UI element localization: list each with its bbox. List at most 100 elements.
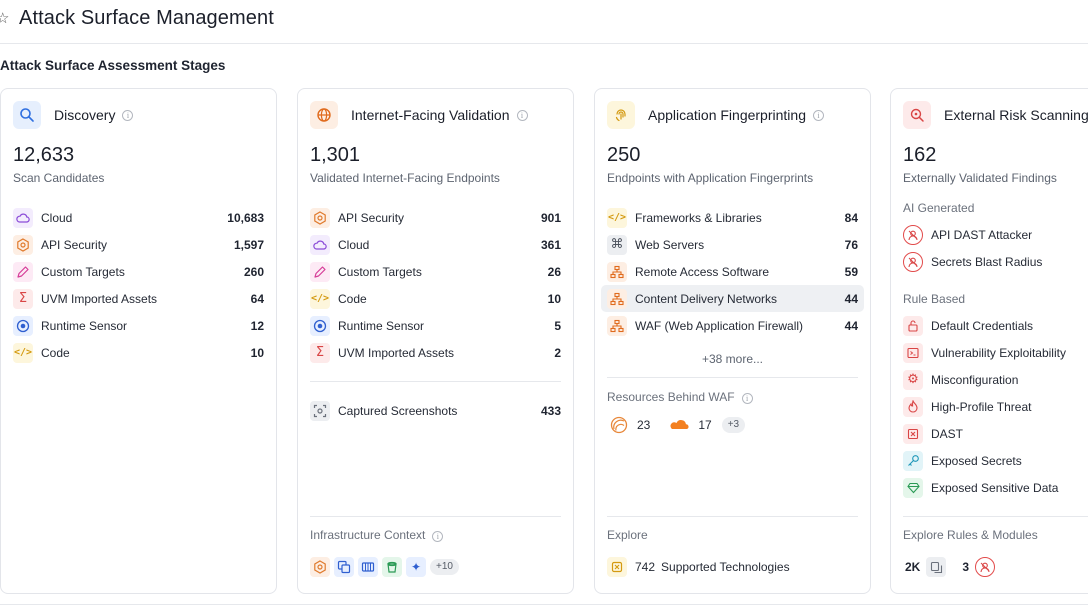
- list-item-cloud[interactable]: Cloud 361: [304, 231, 567, 258]
- list-item-code[interactable]: </> Code 10: [7, 339, 270, 366]
- list-item-api-security[interactable]: API Security 1,597: [7, 231, 270, 258]
- infrastructure-context-title: Infrastructure Context i: [310, 528, 444, 542]
- globe-icon: [310, 101, 338, 129]
- list-item-web-servers[interactable]: ⌘ Web Servers 76: [601, 231, 864, 258]
- card-header: Application Fingerprinting i: [607, 101, 824, 129]
- gem-icon: [903, 477, 923, 498]
- card-title: External Risk Scanning: [944, 107, 1088, 123]
- list-item-runtime-sensor[interactable]: Runtime Sensor 5: [304, 312, 567, 339]
- divider: [310, 516, 561, 517]
- list-item-custom-targets[interactable]: Custom Targets 260: [7, 258, 270, 285]
- discovery-card[interactable]: Discovery i 12,633 Scan Candidates Cloud…: [0, 88, 277, 594]
- list-item-api-dast-attacker[interactable]: API DAST Attacker: [897, 221, 1088, 248]
- sensor-icon: [13, 315, 33, 336]
- network-icon: [607, 288, 627, 309]
- ai-generated-list: API DAST Attacker Secrets Blast Radius: [897, 221, 1088, 275]
- validated-endpoints-count: 1,301: [310, 144, 361, 166]
- list-item-remote-access-software[interactable]: Remote Access Software 59: [601, 258, 864, 285]
- list-item-exposed-secrets[interactable]: Exposed Secrets: [897, 447, 1088, 474]
- search-icon: [13, 101, 41, 129]
- card-title: Discovery: [54, 107, 116, 123]
- network-icon: [607, 261, 627, 282]
- infrastructure-more-badge[interactable]: +10: [430, 559, 459, 575]
- rule-based-list: Default Credentials Vulnerability Exploi…: [897, 312, 1088, 501]
- list-item-secrets-blast-radius[interactable]: Secrets Blast Radius: [897, 248, 1088, 275]
- pencil-icon: [310, 261, 330, 282]
- info-icon[interactable]: i: [432, 531, 444, 542]
- fingerprinting-list: </> Frameworks & Libraries 84 ⌘ Web Serv…: [601, 204, 864, 339]
- page-title: Attack Surface Management: [19, 7, 274, 29]
- screenshots-list: Captured Screenshots 433: [304, 397, 567, 424]
- list-item-dast[interactable]: DAST: [897, 420, 1088, 447]
- list-item-captured-screenshots[interactable]: Captured Screenshots 433: [304, 397, 567, 424]
- code-icon: </>: [310, 288, 330, 309]
- ai-attacker-icon[interactable]: [975, 557, 996, 577]
- card-header: Discovery i: [13, 101, 134, 129]
- list-item-uvm-imported-assets[interactable]: Σ UVM Imported Assets 64: [7, 285, 270, 312]
- list-item-content-delivery-networks[interactable]: Content Delivery Networks 44: [601, 285, 864, 312]
- list-item-uvm-imported-assets[interactable]: Σ UVM Imported Assets 2: [304, 339, 567, 366]
- supported-technologies-link[interactable]: 742 Supported Technologies: [607, 557, 790, 577]
- ai-attacker-icon: [903, 224, 923, 245]
- star-icon[interactable]: ☆: [0, 10, 10, 27]
- list-item-vulnerability-exploitability[interactable]: Vulnerability Exploitability: [897, 339, 1088, 366]
- bottom-divider: [0, 604, 1088, 605]
- info-icon[interactable]: i: [122, 109, 134, 121]
- waf-more-badge[interactable]: +3: [721, 417, 746, 433]
- cloudflare-count: 17: [698, 418, 712, 432]
- dast-icon: [903, 423, 923, 444]
- rule-based-title: Rule Based: [903, 292, 966, 306]
- command-icon: ⌘: [607, 234, 627, 255]
- tech-grid-icon: [607, 557, 627, 577]
- network-icon: [607, 315, 627, 336]
- lock-icon: [903, 315, 923, 336]
- list-item-high-profile-threat[interactable]: High-Profile Threat: [897, 393, 1088, 420]
- info-icon[interactable]: i: [741, 393, 753, 404]
- cloudflare-icon[interactable]: [670, 418, 690, 432]
- list-item-frameworks-libraries[interactable]: </> Frameworks & Libraries 84: [601, 204, 864, 231]
- key-icon: [903, 450, 923, 471]
- server-rack-icon[interactable]: [358, 557, 378, 577]
- card-title: Application Fingerprinting: [648, 107, 806, 123]
- page-header: ☆ Attack Surface Management: [0, 0, 1088, 44]
- list-item-default-credentials[interactable]: Default Credentials: [897, 312, 1088, 339]
- flame-icon: [903, 396, 923, 417]
- list-item-exposed-sensitive-data[interactable]: Exposed Sensitive Data: [897, 474, 1088, 501]
- list-item-api-security[interactable]: API Security 901: [304, 204, 567, 231]
- waf-provider-count: 23: [637, 418, 651, 432]
- modules-count: 3: [962, 560, 970, 574]
- api-gear-icon[interactable]: [310, 557, 330, 577]
- fingerprinting-card[interactable]: Application Fingerprinting i 250 Endpoin…: [594, 88, 871, 594]
- ai-generated-title: AI Generated: [903, 201, 975, 215]
- section-title: Attack Surface Assessment Stages: [0, 58, 226, 73]
- list-item-waf[interactable]: WAF (Web Application Firewall) 44: [601, 312, 864, 339]
- cloud-icon: [13, 207, 33, 228]
- list-item-code[interactable]: </> Code 10: [304, 285, 567, 312]
- card-subtitle: Validated Internet-Facing Endpoints: [310, 171, 500, 185]
- scan-candidates-count: 12,633: [13, 144, 75, 166]
- pencil-icon: [13, 261, 33, 282]
- fingerprint-icon: [607, 101, 635, 129]
- card-title: Internet-Facing Validation: [351, 107, 510, 123]
- more-link[interactable]: +38 more...: [701, 352, 764, 366]
- info-icon[interactable]: i: [516, 109, 528, 121]
- list-item-runtime-sensor[interactable]: Runtime Sensor 12: [7, 312, 270, 339]
- waf-provider-icon[interactable]: [609, 415, 629, 435]
- rules-icon[interactable]: [926, 557, 947, 577]
- sparkle-icon[interactable]: ✦: [406, 557, 426, 577]
- list-item-cloud[interactable]: Cloud 10,683: [7, 204, 270, 231]
- validated-findings-count: 162: [903, 144, 937, 166]
- list-item-custom-targets[interactable]: Custom Targets 26: [304, 258, 567, 285]
- risk-scan-icon: [903, 101, 931, 129]
- rules-count: 2K: [905, 560, 921, 574]
- bucket-icon[interactable]: [382, 557, 402, 577]
- info-icon[interactable]: i: [812, 109, 824, 121]
- list-item-misconfiguration[interactable]: ⚙ Misconfiguration: [897, 366, 1088, 393]
- explore-title: Explore: [607, 528, 648, 542]
- gear-icon: ⚙: [903, 369, 923, 390]
- copy-icon[interactable]: [334, 557, 354, 577]
- validation-card[interactable]: Internet-Facing Validation i 1,301 Valid…: [297, 88, 574, 594]
- fingerprinted-endpoints-count: 250: [607, 144, 641, 166]
- risk-scanning-card[interactable]: External Risk Scanning 162 Externally Va…: [890, 88, 1088, 594]
- card-header: External Risk Scanning: [903, 101, 1088, 129]
